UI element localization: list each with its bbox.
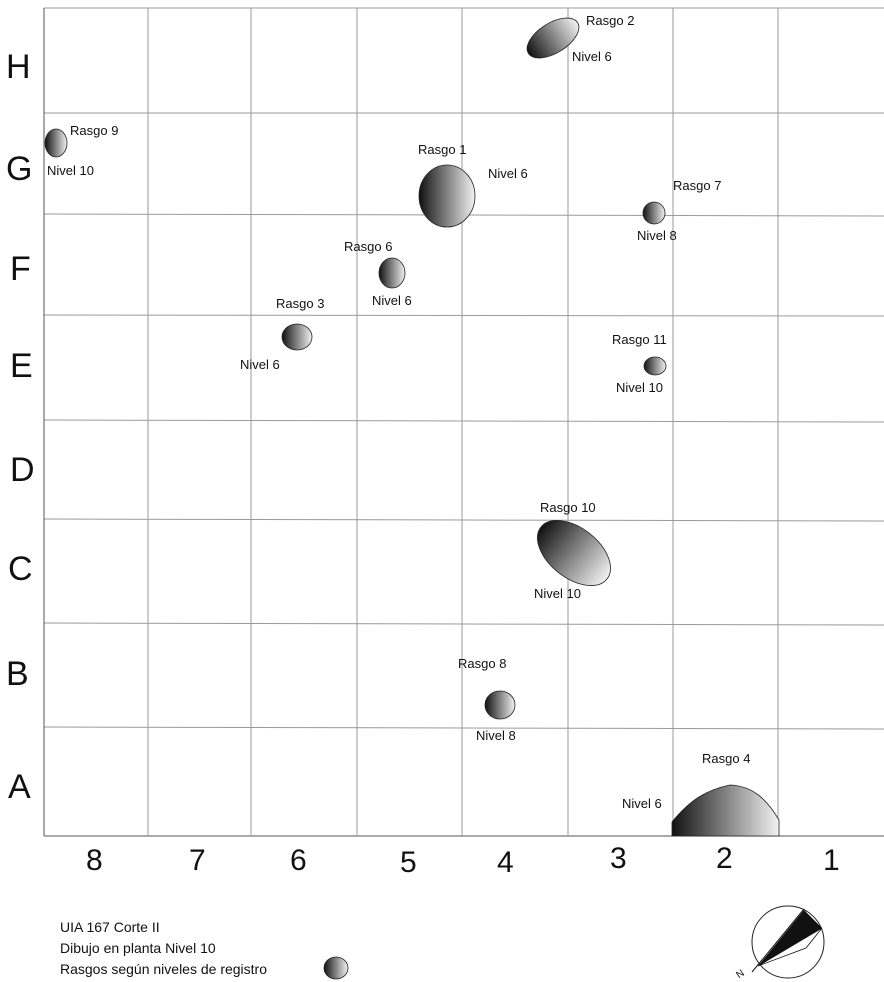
row-label-g: G <box>6 150 32 188</box>
feature-rasgo-11[interactable] <box>643 356 667 376</box>
row-label-f: F <box>10 250 31 288</box>
feature-rasgo-2[interactable] <box>520 10 585 66</box>
grid-line <box>43 314 884 317</box>
feature-level-rasgo-11: Nivel 10 <box>616 380 663 395</box>
feature-level-rasgo-1: Nivel 6 <box>488 166 528 181</box>
grid <box>43 7 884 837</box>
feature-name-rasgo-11: Rasgo 11 <box>612 332 667 347</box>
row-label-a: A <box>8 768 31 806</box>
feature-name-rasgo-10: Rasgo 10 <box>540 500 596 515</box>
feature-rasgo-4[interactable] <box>671 784 780 837</box>
row-label-h: H <box>6 48 31 86</box>
row-label-c: C <box>8 550 33 588</box>
feature-rasgo-7[interactable] <box>642 201 666 225</box>
feature-name-rasgo-6: Rasgo 6 <box>344 239 392 254</box>
legend-plan-level: Dibujo en planta Nivel 10 <box>60 940 216 956</box>
grid-line <box>43 726 884 730</box>
feature-name-rasgo-1: Rasgo 1 <box>418 142 466 157</box>
legend-feature-swatch <box>323 956 349 980</box>
north-arrow-letter: N <box>734 968 746 981</box>
column-label-1: 1 <box>823 844 840 877</box>
grid-line <box>43 622 884 626</box>
column-label-3: 3 <box>610 842 627 875</box>
feature-rasgo-10[interactable] <box>526 507 623 598</box>
feature-name-rasgo-9: Rasgo 9 <box>70 123 118 138</box>
row-label-b: B <box>6 655 29 693</box>
feature-rasgo-3[interactable] <box>281 323 313 351</box>
north-arrow-needle-dark <box>758 910 822 966</box>
column-label-2: 2 <box>716 842 733 875</box>
legend-title: UIA 167 Corte II <box>60 919 160 935</box>
feature-rasgo-1[interactable] <box>418 164 476 228</box>
feature-level-rasgo-7: Nivel 8 <box>637 228 677 243</box>
column-label-4: 4 <box>497 846 514 879</box>
feature-rasgo-9[interactable] <box>44 128 68 158</box>
feature-name-rasgo-3: Rasgo 3 <box>276 296 324 311</box>
legend-features-note: Rasgos según niveles de registro <box>60 961 268 977</box>
row-labels: H G F E D C B A <box>6 48 35 806</box>
feature-level-rasgo-6: Nivel 6 <box>372 293 412 308</box>
column-label-6: 6 <box>290 844 307 877</box>
feature-level-rasgo-4: Nivel 6 <box>622 796 662 811</box>
feature-name-rasgo-4: Rasgo 4 <box>702 751 750 766</box>
feature-name-rasgo-2: Rasgo 2 <box>586 13 634 28</box>
row-label-e: E <box>10 347 33 385</box>
feature-name-rasgo-7: Rasgo 7 <box>673 178 721 193</box>
feature-name-rasgo-8: Rasgo 8 <box>458 656 506 671</box>
feature-level-rasgo-10: Nivel 10 <box>534 586 581 601</box>
column-label-5: 5 <box>400 846 417 879</box>
features <box>44 10 780 837</box>
column-labels: 8 7 6 5 4 3 2 1 <box>86 842 840 879</box>
feature-rasgo-8[interactable] <box>484 690 516 720</box>
feature-level-rasgo-2: Nivel 6 <box>572 49 612 64</box>
grid-line <box>43 419 884 423</box>
north-arrow-needle-light <box>757 927 823 967</box>
column-label-8: 8 <box>86 844 103 877</box>
feature-rasgo-6[interactable] <box>378 257 406 289</box>
column-label-7: 7 <box>189 844 206 877</box>
feature-labels: Rasgo 2 Nivel 6 Rasgo 9 Nivel 10 Rasgo 1… <box>47 13 750 811</box>
feature-level-rasgo-3: Nivel 6 <box>240 357 280 372</box>
grid-line <box>43 518 884 522</box>
row-label-d: D <box>10 451 35 489</box>
legend: UIA 167 Corte II Dibujo en planta Nivel … <box>60 917 267 980</box>
north-arrow: N <box>734 905 825 981</box>
feature-level-rasgo-9: Nivel 10 <box>47 163 94 178</box>
feature-level-rasgo-8: Nivel 8 <box>476 728 516 743</box>
north-arrow-shaft <box>751 908 805 973</box>
